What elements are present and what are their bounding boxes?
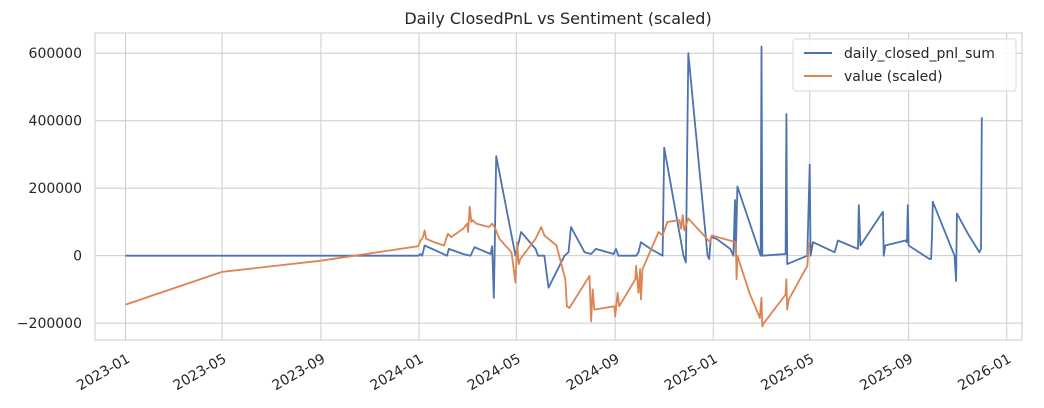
x-tick-label: 2023-01 <box>74 351 133 394</box>
y-tick-label: 200000 <box>29 181 82 197</box>
y-gridlines <box>95 52 1022 324</box>
y-tick-label: 400000 <box>29 114 82 130</box>
x-tick-label: 2026-01 <box>955 351 1014 394</box>
x-gridlines <box>125 33 1008 340</box>
chart-title: Daily ClosedPnL vs Sentiment (scaled) <box>404 9 711 28</box>
series-layer <box>125 45 983 328</box>
x-tick-label: 2025-05 <box>758 351 817 394</box>
series-line-1 <box>125 205 810 328</box>
legend-label-pnl: daily_closed_pnl_sum <box>844 46 995 62</box>
y-tick-labels: −200000 0 200000 400000 600000 <box>17 46 82 332</box>
series-line-0 <box>125 45 983 299</box>
y-tick-label: 0 <box>73 249 82 265</box>
x-tick-labels: 2023-01 2023-05 2023-09 2024-01 2024-05 2024-… <box>74 351 1014 394</box>
x-tick-label: 2025-09 <box>857 351 916 394</box>
x-tick-label: 2024-01 <box>368 351 427 394</box>
legend-box <box>792 38 1017 92</box>
y-tick-label: 600000 <box>29 46 82 62</box>
legend-label-value: value (scaled) <box>844 69 943 85</box>
legend: daily_closed_pnl_sum value (scaled) <box>792 38 1017 92</box>
y-tick-label: −200000 <box>17 316 82 332</box>
x-tick-label: 2024-05 <box>465 351 524 394</box>
x-tick-label: 2025-01 <box>662 351 721 394</box>
x-tick-label: 2023-05 <box>171 351 230 394</box>
x-tick-label: 2024-09 <box>564 351 623 394</box>
plot-frame <box>94 32 1023 341</box>
x-tick-label: 2023-09 <box>270 351 329 394</box>
